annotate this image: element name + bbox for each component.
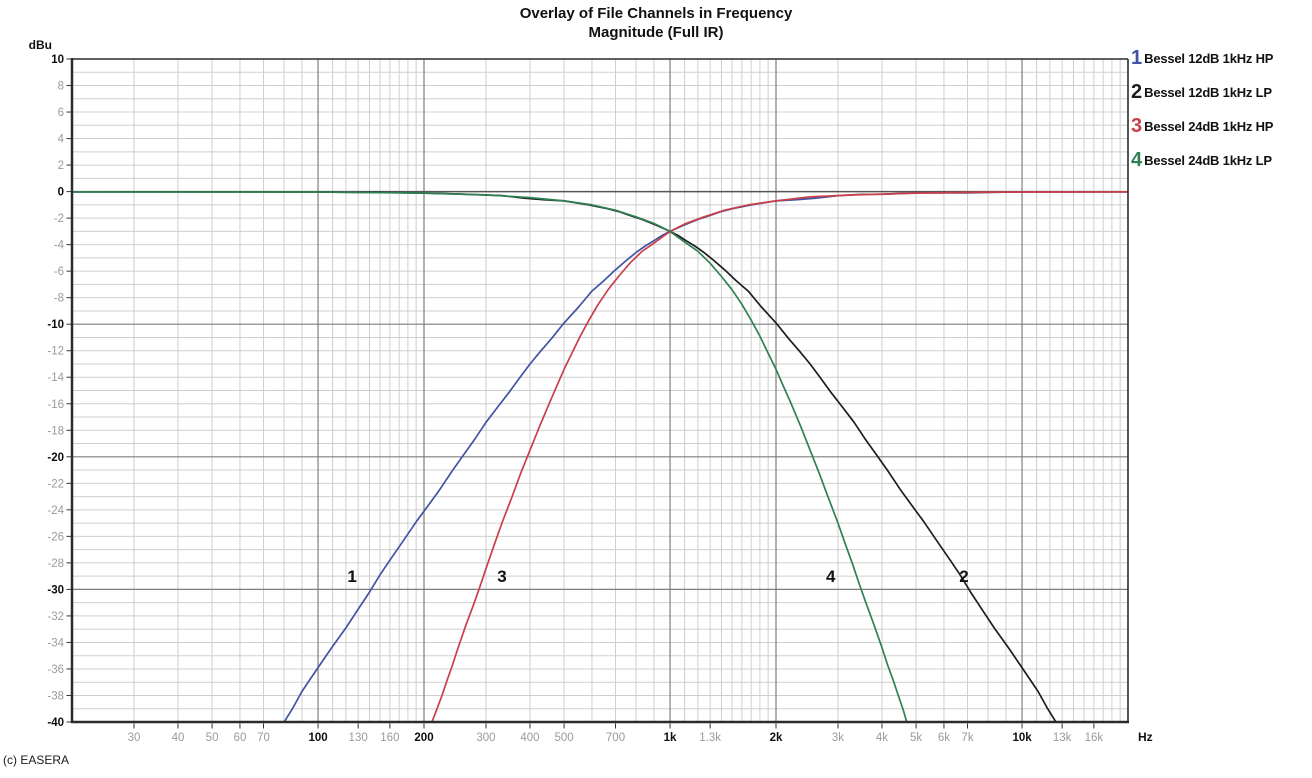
x-tick-label: 7k bbox=[961, 732, 973, 744]
curve-bessel-24db-1khz-lp bbox=[72, 191, 908, 723]
y-tick-label: -38 bbox=[47, 690, 64, 702]
legend-label-3: Bessel 24dB 1kHz HP bbox=[1144, 118, 1274, 134]
y-tick-label: 10 bbox=[51, 54, 64, 66]
copyright-text: (c) EASERA bbox=[3, 753, 70, 767]
x-tick-label: 5k bbox=[910, 732, 922, 744]
x-tick-label: 13k bbox=[1053, 732, 1072, 744]
y-axis-unit-label: dBu bbox=[29, 38, 52, 52]
x-tick-label: 200 bbox=[414, 732, 433, 744]
x-tick-label: 500 bbox=[554, 732, 573, 744]
x-axis-unit-label: Hz bbox=[1138, 730, 1153, 744]
curve-number-label-1: 1 bbox=[347, 567, 356, 586]
x-tick-label: 400 bbox=[520, 732, 539, 744]
x-tick-label: 1k bbox=[664, 732, 677, 744]
legend-number-2: 2 bbox=[1131, 81, 1143, 103]
curve-number-label-4: 4 bbox=[826, 567, 836, 586]
x-tick-label: 60 bbox=[234, 732, 247, 744]
y-tick-label: 4 bbox=[58, 134, 65, 146]
y-tick-label: 0 bbox=[58, 187, 64, 199]
curve-number-annotations: 1 3 4 2 bbox=[347, 567, 968, 586]
y-tick-label: -36 bbox=[47, 664, 64, 676]
y-tick-label: 2 bbox=[58, 160, 64, 172]
y-tick-label: -4 bbox=[54, 240, 65, 252]
x-tick-label: 50 bbox=[206, 732, 219, 744]
x-tick-label: 300 bbox=[476, 732, 495, 744]
y-tick-label: -34 bbox=[47, 637, 64, 649]
x-tick-label: 160 bbox=[380, 732, 399, 744]
legend-number-3: 3 bbox=[1131, 115, 1143, 137]
y-tick-label: -30 bbox=[47, 584, 64, 596]
x-tick-label: 700 bbox=[606, 732, 625, 744]
y-tick-label: -24 bbox=[47, 505, 64, 517]
legend-entry-1: 1 Bessel 12dB 1kHz HP bbox=[1131, 48, 1273, 68]
y-tick-label: -12 bbox=[47, 346, 64, 358]
grid-minor bbox=[72, 59, 1128, 722]
plot-border bbox=[70, 58, 1129, 724]
x-axis-labels: 30 40 50 60 70 100 130 160 200 300 400 500 700 1k 1.3k… bbox=[128, 732, 1104, 744]
y-tick-label: -14 bbox=[47, 372, 64, 384]
chart-title: Overlay of File Channels in Frequency Ma… bbox=[0, 4, 1312, 42]
x-tick-label: 70 bbox=[257, 732, 270, 744]
x-tick-label: 30 bbox=[128, 732, 141, 744]
y-tick-label: -26 bbox=[47, 531, 64, 543]
legend-number-4: 4 bbox=[1131, 149, 1143, 171]
x-tick-label: 100 bbox=[308, 732, 327, 744]
x-tick-label: 130 bbox=[349, 732, 368, 744]
x-tick-label: 40 bbox=[172, 732, 185, 744]
legend-label-1: Bessel 12dB 1kHz HP bbox=[1144, 50, 1274, 66]
y-tick-label: -2 bbox=[54, 213, 64, 225]
legend: 1 Bessel 12dB 1kHz HP 2 Bessel 12dB 1kHz LP… bbox=[1131, 48, 1273, 184]
y-tick-label: -10 bbox=[47, 319, 64, 331]
legend-entry-3: 3 Bessel 24dB 1kHz HP bbox=[1131, 116, 1273, 136]
curve-number-label-3: 3 bbox=[497, 567, 506, 586]
legend-label-2: Bessel 12dB 1kHz LP bbox=[1144, 84, 1272, 100]
y-axis-labels: -40-38-36-34-32-30-28-26-24-22-20-18-16-… bbox=[47, 54, 64, 729]
curve-number-label-2: 2 bbox=[959, 567, 968, 586]
legend-entry-4: 4 Bessel 24dB 1kHz LP bbox=[1131, 150, 1273, 170]
x-tick-label: 1.3k bbox=[699, 732, 721, 744]
curve-bessel-12db-1khz-hp bbox=[282, 191, 1128, 723]
y-tick-label: -22 bbox=[47, 478, 64, 490]
y-tick-label: -18 bbox=[47, 425, 64, 437]
x-tick-label: 16k bbox=[1085, 732, 1104, 744]
x-tick-label: 3k bbox=[832, 732, 844, 744]
y-tick-label: -8 bbox=[54, 293, 64, 305]
x-tick-label: 2k bbox=[770, 732, 783, 744]
y-tick-label: 6 bbox=[58, 107, 64, 119]
curve-bessel-12db-1khz-lp bbox=[72, 191, 1058, 723]
legend-number-1: 1 bbox=[1131, 47, 1143, 69]
y-tick-label: -28 bbox=[47, 558, 64, 570]
y-tick-label: -6 bbox=[54, 266, 64, 278]
legend-label-4: Bessel 24dB 1kHz LP bbox=[1144, 152, 1272, 168]
curves bbox=[72, 191, 1128, 723]
x-tick-label: 6k bbox=[938, 732, 950, 744]
chart-title-line2: Magnitude (Full IR) bbox=[588, 24, 724, 41]
x-tick-label: 10k bbox=[1012, 732, 1032, 744]
x-tick-label: 4k bbox=[876, 732, 888, 744]
y-tick-label: -32 bbox=[47, 611, 64, 623]
chart-title-line1: Overlay of File Channels in Frequency bbox=[519, 5, 793, 22]
y-tick-label: -20 bbox=[47, 452, 64, 464]
y-tick-label: 8 bbox=[58, 81, 64, 93]
axis-ticks bbox=[66, 58, 1095, 729]
legend-entry-2: 2 Bessel 12dB 1kHz LP bbox=[1131, 82, 1273, 102]
y-tick-label: -16 bbox=[47, 399, 64, 411]
curve-bessel-24db-1khz-hp bbox=[430, 191, 1128, 723]
y-tick-label: -40 bbox=[47, 717, 64, 729]
